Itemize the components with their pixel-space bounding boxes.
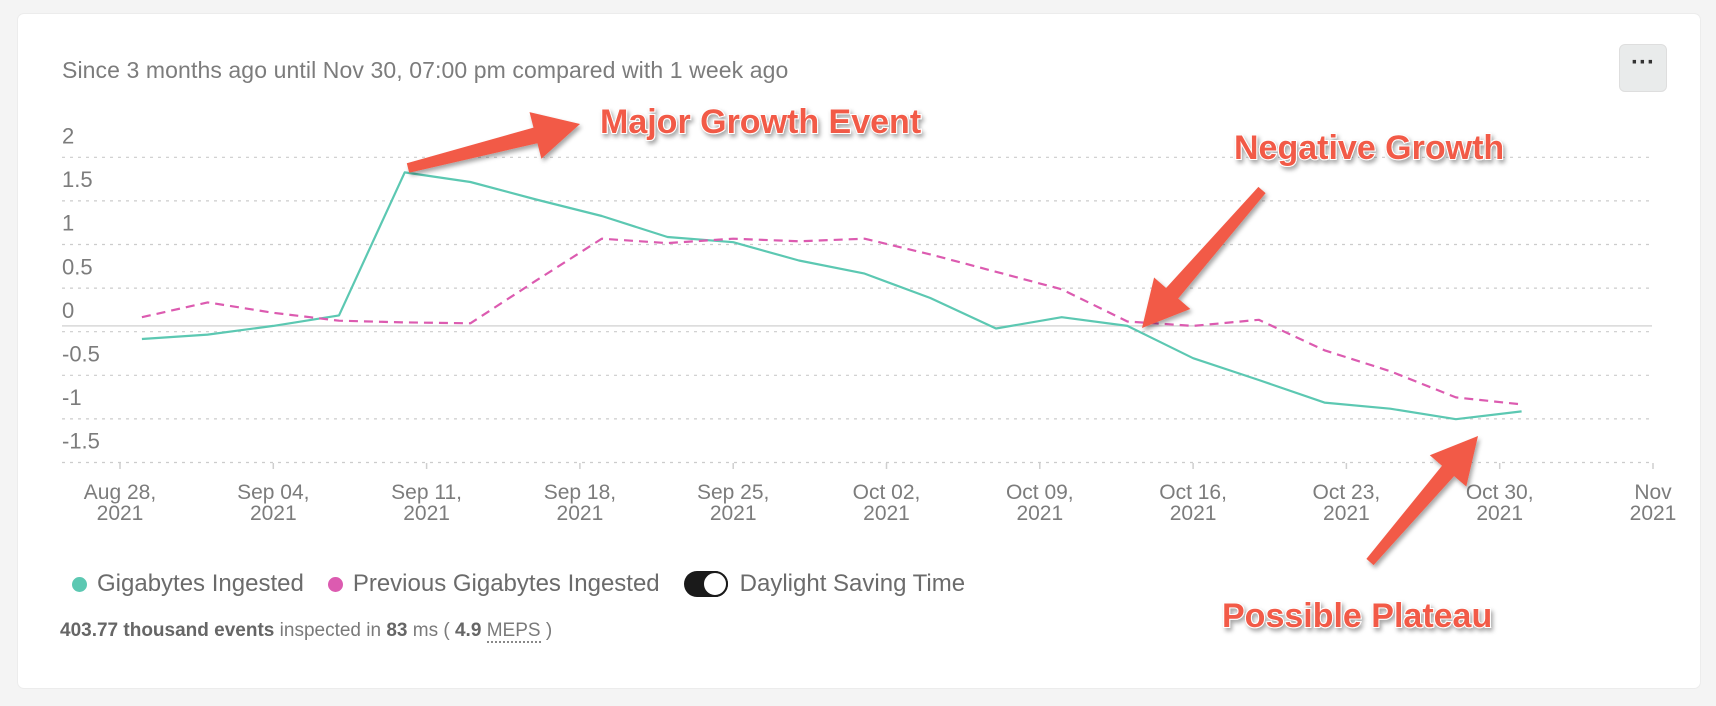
annotation-arrow-negative — [1142, 186, 1266, 328]
annotation-label: Possible Plateau — [1222, 597, 1492, 635]
x-tick-label: 2021 — [97, 502, 144, 525]
y-tick-label: -1.5 — [62, 429, 100, 454]
x-tick-label: Sep 04, — [237, 481, 309, 504]
series-line-previous — [141, 237, 1522, 406]
series-line-current — [141, 171, 1522, 421]
chart-card — [18, 14, 1700, 688]
annotation-arrow-plateau — [1366, 436, 1478, 566]
y-tick-label: 0.5 — [62, 254, 93, 279]
annotation-label: Major Growth Event — [600, 103, 921, 141]
legend-label-previous: Previous Gigabytes Ingested — [352, 570, 660, 597]
x-tick-label: 2021 — [1630, 502, 1677, 525]
annotations: Major Growth Event Negative Growth Possibl… — [406, 102, 1505, 636]
x-tick-label: Oct 09, — [1006, 481, 1074, 504]
dst-label: Daylight Saving Time — [739, 570, 966, 597]
dst-toggle-item: Daylight Saving Time — [683, 570, 966, 598]
x-tick-label: Aug 28, — [84, 481, 156, 504]
y-tick-label: 2 — [62, 124, 74, 149]
x-tick-label: Oct 30, — [1466, 481, 1534, 504]
events-count: 403.77 thousand events — [60, 620, 275, 641]
x-tick-label: 2021 — [1170, 502, 1217, 525]
y-tick-label: 1.5 — [62, 167, 93, 192]
meps-label[interactable]: MEPS — [486, 620, 541, 643]
y-axis-ticks: 2 1.5 1 0.5 0 -0.5 -1 -1.5 — [62, 124, 100, 454]
dst-toggle[interactable] — [683, 571, 728, 597]
grid — [62, 156, 1652, 464]
x-tick-label: 2021 — [1016, 502, 1063, 525]
duration-value: 83 — [386, 620, 408, 641]
x-tick-label: Oct 02, — [853, 481, 921, 504]
x-tick-label: Oct 23, — [1313, 481, 1381, 504]
inspected-label: inspected in — [279, 620, 382, 641]
y-tick-label: -1 — [62, 385, 82, 410]
duration-unit: ms ( — [412, 620, 450, 641]
series-lines — [141, 171, 1522, 421]
x-tick-label: 2021 — [710, 502, 757, 525]
x-tick-label: 2021 — [403, 502, 450, 525]
x-tick-label: 2021 — [250, 502, 297, 525]
legend: Gigabytes Ingested Previous Gigabytes In… — [72, 568, 989, 600]
stats-close-paren: ) — [545, 620, 553, 641]
x-tick-label: 2021 — [1476, 502, 1523, 525]
legend-dot-icon — [327, 576, 343, 592]
x-tick-label: Sep 11, — [391, 481, 462, 504]
legend-label-current: Gigabytes Ingested — [97, 570, 304, 597]
x-tick-label: 2021 — [863, 502, 910, 525]
y-tick-label: -0.5 — [62, 342, 100, 367]
chart-subtitle: Since 3 months ago until Nov 30, 07:00 p… — [62, 57, 789, 83]
annotation-arrow-growth — [406, 112, 580, 173]
x-tick-label: 2021 — [557, 502, 604, 525]
toggle-knob — [701, 571, 728, 597]
ellipsis-icon: ··· — [1631, 49, 1655, 76]
query-stats: 403.77 thousand events inspected in 83 m… — [60, 620, 553, 643]
meps-value: 4.9 — [454, 620, 482, 641]
x-tick-label: Sep 18, — [544, 481, 616, 504]
x-tick-label: 2021 — [1323, 502, 1370, 525]
more-options-button[interactable]: ··· — [1619, 44, 1667, 92]
legend-item-current[interactable]: Gigabytes Ingested — [72, 570, 304, 598]
legend-item-previous[interactable]: Previous Gigabytes Ingested — [327, 570, 660, 598]
x-tick-label: Sep 25, — [697, 481, 769, 504]
y-tick-label: 0 — [62, 298, 74, 323]
legend-dot-icon — [72, 576, 87, 592]
x-tick-label: Nov — [1634, 481, 1672, 504]
annotation-label: Negative Growth — [1234, 129, 1504, 167]
y-tick-label: 1 — [62, 211, 74, 236]
x-tick-label: Oct 16, — [1159, 481, 1227, 504]
